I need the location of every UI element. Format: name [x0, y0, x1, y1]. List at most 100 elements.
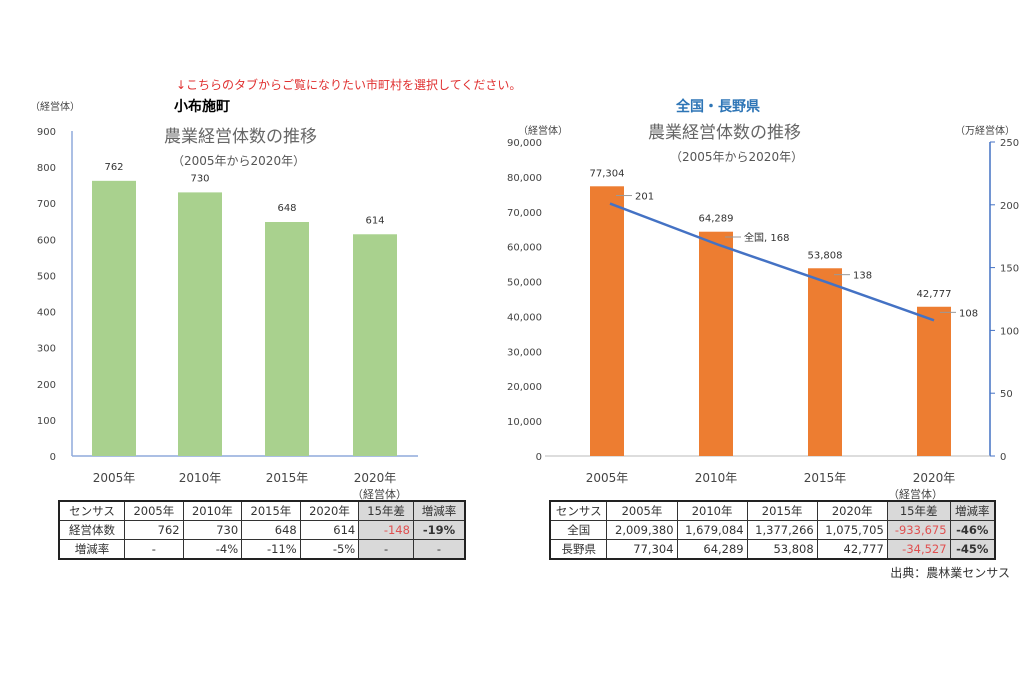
- table-header-row: センサス 2005年 2010年 2015年 2020年 15年差 増減率: [549, 500, 996, 521]
- right-y-tick-label: 40,000: [507, 312, 542, 323]
- header-cell: 2020年: [816, 500, 888, 521]
- nagano-bar: [808, 268, 842, 456]
- cell: 1,679,084: [676, 520, 748, 540]
- header-cell: 15年差: [886, 500, 951, 521]
- left-y-tick-label: 200: [37, 380, 56, 391]
- row-label: 全国: [549, 520, 608, 540]
- municipality-name[interactable]: 小布施町: [174, 99, 230, 115]
- left-bar-value-label: 648: [277, 203, 296, 214]
- right-y-tick-label: 30,000: [507, 347, 542, 358]
- right-y-tick-label: 80,000: [507, 173, 542, 184]
- cell: -: [124, 539, 184, 560]
- header-cell: 2015年: [241, 500, 301, 521]
- nagano-bar: [917, 306, 951, 456]
- left-data-table: センサス 2005年 2010年 2015年 2020年 15年差 増減率 経営…: [58, 500, 466, 560]
- left-y-tick-label: 700: [37, 199, 56, 210]
- cell: -11%: [241, 539, 301, 560]
- right-y-tick-label: 10,000: [507, 417, 542, 428]
- cell-diff: -: [358, 539, 414, 560]
- left-y-tick-label: 0: [50, 452, 56, 463]
- header-cell: 増減率: [412, 500, 466, 521]
- national-line-label: 138: [853, 271, 872, 282]
- left-x-tick-label: 2010年: [179, 471, 222, 485]
- header-cell: センサス: [549, 500, 608, 521]
- cell-rate: -45%: [949, 539, 996, 560]
- cell: 1,377,266: [746, 520, 818, 540]
- cell: 2,009,380: [606, 520, 678, 540]
- right-x-tick-label: 2020年: [913, 471, 956, 485]
- header-cell: 15年差: [358, 500, 414, 521]
- nagano-bar-value-label: 77,304: [590, 168, 625, 179]
- right-x-tick-label: 2005年: [586, 471, 629, 485]
- header-cell: 2005年: [606, 500, 678, 521]
- nagano-bar: [590, 186, 624, 457]
- left-x-unit: （経営体）: [352, 488, 407, 501]
- right-y2-tick-label: 0: [1000, 452, 1006, 463]
- right-y2-tick-label: 50: [1000, 389, 1013, 400]
- cell: 53,808: [746, 539, 818, 560]
- left-bar: [265, 222, 309, 456]
- national-line-label: 108: [959, 308, 978, 319]
- cell-diff: -148: [358, 520, 414, 540]
- right-y2-tick-label: 100: [1000, 326, 1019, 337]
- right-y2-tick-label: 250: [1000, 138, 1019, 149]
- header-cell: 増減率: [949, 500, 996, 521]
- cell: 42,777: [816, 539, 888, 560]
- table-row: 増減率 - -4% -11% -5% - -: [58, 539, 466, 560]
- national-line-label: 201: [635, 192, 654, 203]
- left-y-tick-label: 900: [37, 127, 56, 138]
- left-y-tick-label: 600: [37, 235, 56, 246]
- cell: -5%: [299, 539, 360, 560]
- right-y-tick-label: 20,000: [507, 382, 542, 393]
- cell-rate: -: [412, 539, 466, 560]
- right-y2-tick-label: 200: [1000, 201, 1019, 212]
- right-y2-tick-label: 150: [1000, 264, 1019, 275]
- right-data-table: センサス 2005年 2010年 2015年 2020年 15年差 増減率 全国…: [549, 500, 996, 560]
- cell-rate: -19%: [412, 520, 466, 540]
- left-bar-value-label: 762: [104, 162, 123, 173]
- source-note: 出典：農林業センサス: [890, 566, 1010, 580]
- right-chart-title: 農業経営体数の推移: [648, 123, 801, 143]
- nagano-bar: [699, 231, 733, 456]
- nagano-bar-value-label: 53,808: [808, 250, 843, 261]
- left-y-tick-label: 500: [37, 271, 56, 282]
- header-cell: 2005年: [124, 500, 184, 521]
- header-cell: 2010年: [676, 500, 748, 521]
- header-cell: センサス: [58, 500, 126, 521]
- cell: 614: [299, 520, 360, 540]
- right-y-tick-label: 50,000: [507, 278, 542, 289]
- cell-diff: -933,675: [886, 520, 951, 540]
- header-cell: 2010年: [182, 500, 243, 521]
- table-row: 長野県 77,304 64,289 53,808 42,777 -34,527 …: [549, 539, 996, 560]
- cell: 648: [241, 520, 301, 540]
- nagano-bar-value-label: 64,289: [699, 214, 734, 225]
- table-row: 経営体数 762 730 648 614 -148 -19%: [58, 520, 466, 540]
- row-label: 経営体数: [58, 520, 126, 540]
- right-y-unit: （経営体）: [518, 126, 568, 137]
- header-cell: 2015年: [746, 500, 818, 521]
- left-x-tick-label: 2005年: [93, 471, 136, 485]
- left-y-tick-label: 300: [37, 344, 56, 355]
- region-name: 全国・長野県: [676, 99, 760, 115]
- left-bar-value-label: 614: [365, 215, 384, 226]
- right-x-tick-label: 2015年: [804, 471, 847, 485]
- row-label: 増減率: [58, 539, 126, 560]
- cell: -4%: [182, 539, 243, 560]
- right-chart-subtitle: （2005年から2020年）: [670, 150, 804, 164]
- right-y-tick-label: 60,000: [507, 243, 542, 254]
- left-y-tick-label: 400: [37, 308, 56, 319]
- right-x-unit: （経営体）: [888, 488, 943, 501]
- cell: 762: [124, 520, 184, 540]
- cell-diff: -34,527: [886, 539, 951, 560]
- cell: 64,289: [676, 539, 748, 560]
- left-bar: [92, 180, 136, 457]
- row-label: 長野県: [549, 539, 608, 560]
- table-header-row: センサス 2005年 2010年 2015年 2020年 15年差 増減率: [58, 500, 466, 521]
- left-y-unit: （経営体）: [30, 102, 80, 113]
- national-line: [609, 202, 935, 322]
- instruction-notice: ↓こちらのタブからご覧になりたい市町村を選択してください。: [176, 78, 522, 92]
- cell-rate: -46%: [949, 520, 996, 540]
- right-y2-unit: （万経営体）: [955, 126, 1015, 137]
- left-bar: [178, 192, 222, 456]
